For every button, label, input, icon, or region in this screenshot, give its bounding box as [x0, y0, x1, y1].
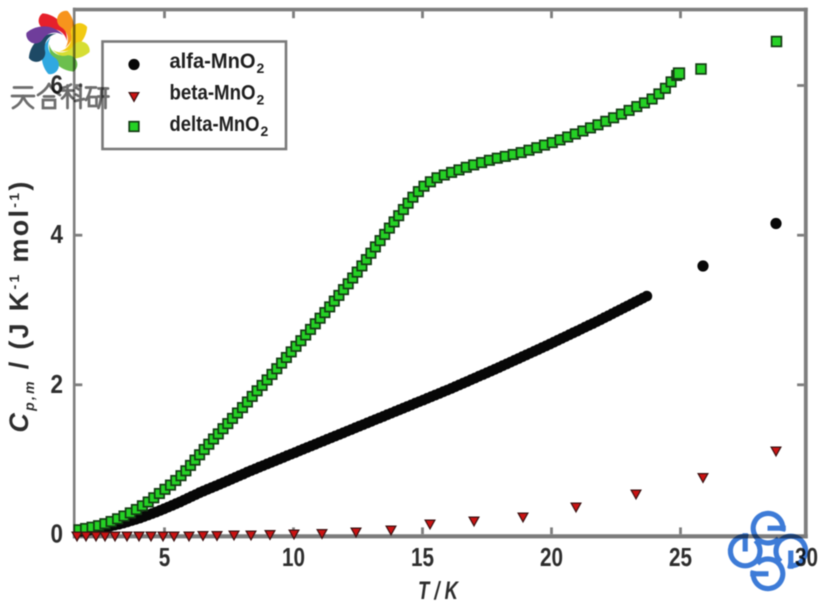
svg-text:2: 2: [257, 60, 265, 76]
svg-text:20: 20: [540, 542, 563, 572]
svg-text:2: 2: [51, 369, 64, 399]
svg-text:5: 5: [159, 542, 171, 572]
svg-text:delta-MnO: delta-MnO: [170, 113, 260, 136]
svg-text:Cp,m / (J K-1 mol-1): Cp,m / (J K-1 mol-1): [4, 179, 37, 432]
svg-text:2: 2: [261, 123, 269, 139]
svg-text:beta-MnO: beta-MnO: [170, 82, 256, 105]
svg-text:25: 25: [669, 542, 692, 572]
svg-text:2: 2: [257, 92, 265, 108]
svg-text:4: 4: [51, 219, 64, 249]
svg-text:10: 10: [282, 542, 305, 572]
svg-text:alfa-MnO: alfa-MnO: [170, 50, 256, 73]
svg-text:15: 15: [411, 542, 434, 572]
svg-text:T / K: T / K: [418, 577, 459, 602]
svg-text:0: 0: [51, 519, 64, 549]
